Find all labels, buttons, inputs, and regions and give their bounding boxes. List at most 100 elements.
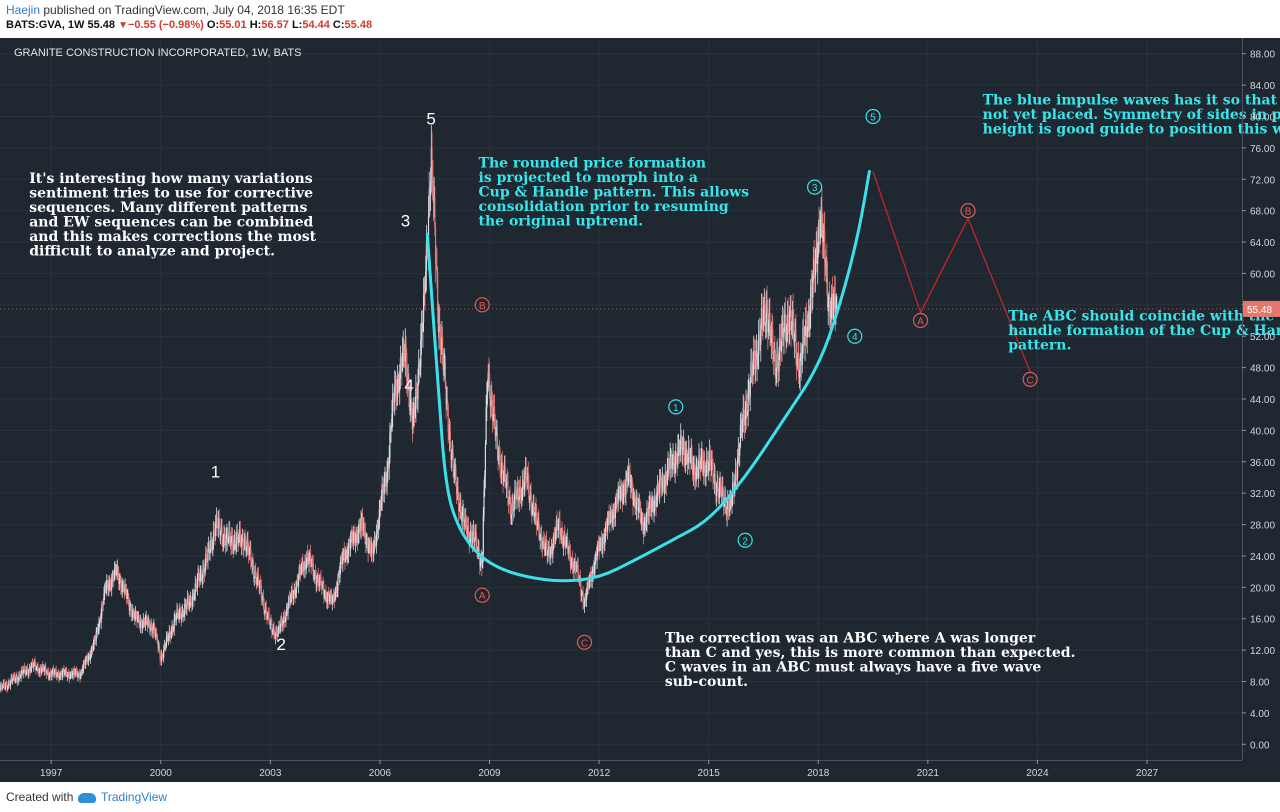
candle-body xyxy=(407,377,409,386)
candle-body xyxy=(24,669,26,675)
blue-wave-marker-1-label: 1 xyxy=(673,403,679,414)
candle-body xyxy=(285,611,287,622)
candle-body xyxy=(513,497,515,512)
candle-body xyxy=(386,471,388,487)
candle-body xyxy=(677,446,679,464)
candle-body xyxy=(784,313,786,330)
candle-body xyxy=(685,449,687,454)
candle-body xyxy=(57,672,59,676)
candle-body xyxy=(87,660,89,662)
candle-body xyxy=(35,666,38,671)
candle-body xyxy=(189,598,191,602)
candle-body xyxy=(734,469,737,482)
candle-body xyxy=(210,540,213,543)
candle-body xyxy=(628,466,630,479)
candle-body xyxy=(776,353,778,369)
last-price: 55.48 xyxy=(87,19,116,31)
candle-body xyxy=(794,330,796,335)
candle-body xyxy=(783,329,785,338)
candle-body xyxy=(746,412,749,417)
candle-body xyxy=(486,394,488,408)
candle-body xyxy=(328,593,330,601)
candle-body xyxy=(395,379,397,396)
candle-body xyxy=(549,555,551,558)
author-link[interactable]: Haejin xyxy=(6,3,41,17)
candle-body xyxy=(730,499,732,506)
candle-body xyxy=(453,466,455,477)
candle-body xyxy=(557,527,559,531)
abc-projection-line xyxy=(872,171,1031,372)
candle-body xyxy=(466,532,468,534)
candle-body xyxy=(179,609,181,614)
candle-body xyxy=(161,654,163,657)
candle-body xyxy=(757,355,759,366)
candle-body xyxy=(222,537,224,547)
candle-body xyxy=(252,566,255,579)
candle-body xyxy=(485,407,487,445)
candle-body xyxy=(725,506,727,517)
candle-body xyxy=(326,595,328,604)
x-tick-label: 2006 xyxy=(369,768,392,779)
candle-body xyxy=(718,486,720,499)
candle-body xyxy=(599,541,601,552)
candle-body xyxy=(19,677,21,679)
candle-body xyxy=(666,469,668,485)
candle-body xyxy=(202,567,204,578)
candle-body xyxy=(245,546,248,552)
candle-body xyxy=(213,530,215,535)
candle-body xyxy=(522,479,524,488)
candle-body xyxy=(578,575,581,579)
candle-body xyxy=(713,478,715,483)
candle-body xyxy=(542,539,544,549)
candle-body xyxy=(224,543,227,546)
candle-body xyxy=(588,582,590,588)
price-chart[interactable]: 1 2 3 4 5 1 2 3 4 5 A B C A B C It's interesting how man… xyxy=(0,38,1280,782)
candle-body xyxy=(216,517,218,528)
candle-body xyxy=(512,502,514,508)
red-wave-marker-A-0-label: A xyxy=(479,591,486,602)
candle-body xyxy=(264,610,266,614)
candle-body xyxy=(616,495,618,503)
candle-body xyxy=(364,530,366,545)
candle-body xyxy=(442,349,444,370)
candle-body xyxy=(186,597,189,605)
candle-body xyxy=(760,309,763,325)
candle-body xyxy=(559,519,561,535)
candle-body xyxy=(703,461,705,473)
candle-body xyxy=(443,365,445,370)
candle-body xyxy=(127,593,129,597)
candle-body xyxy=(120,577,122,587)
candle-body xyxy=(335,587,337,593)
blue-wave-marker-2-label: 2 xyxy=(742,536,748,547)
candle-body xyxy=(142,626,144,629)
candle-body xyxy=(420,339,422,368)
candle-body xyxy=(793,322,795,342)
candle-body xyxy=(238,529,241,537)
candle-body xyxy=(271,630,274,633)
candle-body xyxy=(231,535,233,541)
candle-body xyxy=(230,540,232,546)
candle-body xyxy=(738,449,740,456)
candle-body xyxy=(751,362,753,369)
candle-body xyxy=(588,579,590,588)
tradingview-logo[interactable]: TradingView xyxy=(78,790,167,804)
y-tick-label: 8.00 xyxy=(1250,678,1270,689)
candle-body xyxy=(438,321,440,333)
candle-body xyxy=(21,670,23,672)
candle-body xyxy=(755,350,757,370)
candle-body xyxy=(210,540,212,552)
candle-body xyxy=(633,494,635,498)
candle-body xyxy=(721,486,723,497)
candle-body xyxy=(421,323,423,332)
candle-body xyxy=(444,362,446,366)
candle-body xyxy=(347,554,349,560)
candle-body xyxy=(289,598,291,603)
candle-body xyxy=(183,614,185,617)
candle-body xyxy=(33,664,35,668)
candle-body xyxy=(51,672,53,678)
y-tick-label: 48.00 xyxy=(1250,364,1275,375)
candle-body xyxy=(545,539,548,548)
candle-body xyxy=(218,518,220,523)
candle-body xyxy=(192,594,194,597)
candle-body xyxy=(381,483,383,501)
